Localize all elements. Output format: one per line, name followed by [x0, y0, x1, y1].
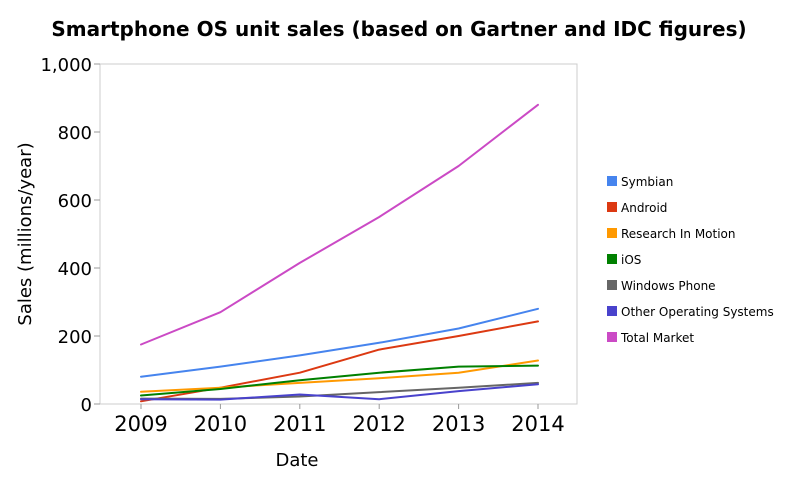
chart-title: Smartphone OS unit sales (based on Gartn…	[51, 17, 746, 41]
legend-label-total-market: Total Market	[620, 331, 694, 345]
legend-label-android: Android	[621, 201, 667, 215]
legend-label-symbian: Symbian	[621, 175, 673, 189]
series-line-ios	[140, 364, 539, 397]
series-line-other-operating-systems	[140, 383, 539, 401]
y-tick-label: 800	[58, 123, 92, 144]
y-tick-label: 1,000	[40, 55, 92, 76]
legend-swatch-other-operating-systems	[607, 306, 617, 316]
legend-label-research-in-motion: Research In Motion	[621, 227, 736, 241]
y-tick-label: 400	[58, 259, 92, 280]
plot-area-frame	[99, 63, 578, 405]
y-tick-label: 200	[58, 327, 92, 348]
y-tick-label: 600	[58, 191, 92, 212]
y-axis: 0 200 400 600 800 1,000	[40, 55, 100, 416]
legend: Symbian Android Research In Motion iOS Windo…	[607, 175, 774, 345]
y-axis-label: Sales (millions/year)	[15, 142, 36, 325]
series-line-research-in-motion	[140, 359, 539, 393]
legend-swatch-symbian	[607, 176, 617, 186]
x-tick-label: 2012	[352, 412, 405, 436]
legend-swatch-total-market	[607, 332, 617, 342]
legend-swatch-ios	[607, 254, 617, 264]
legend-label-other-operating-systems: Other Operating Systems	[621, 305, 774, 319]
series-line-total-market	[140, 103, 539, 346]
x-tick-label: 2014	[511, 412, 564, 436]
legend-label-windows-phone: Windows Phone	[621, 279, 716, 293]
x-tick-label: 2013	[432, 412, 485, 436]
x-axis: 2009 2010 2011 2012 2013 2014	[114, 404, 565, 436]
x-tick-label: 2009	[114, 412, 167, 436]
x-tick-label: 2010	[194, 412, 247, 436]
legend-swatch-research-in-motion	[607, 228, 617, 238]
legend-swatch-android	[607, 202, 617, 212]
legend-swatch-windows-phone	[607, 280, 617, 290]
y-tick-label: 0	[81, 395, 92, 416]
x-tick-label: 2011	[273, 412, 326, 436]
series-lines	[140, 103, 539, 403]
series-line-symbian	[140, 307, 539, 378]
x-axis-label: Date	[275, 450, 318, 471]
legend-label-ios: iOS	[621, 253, 641, 267]
